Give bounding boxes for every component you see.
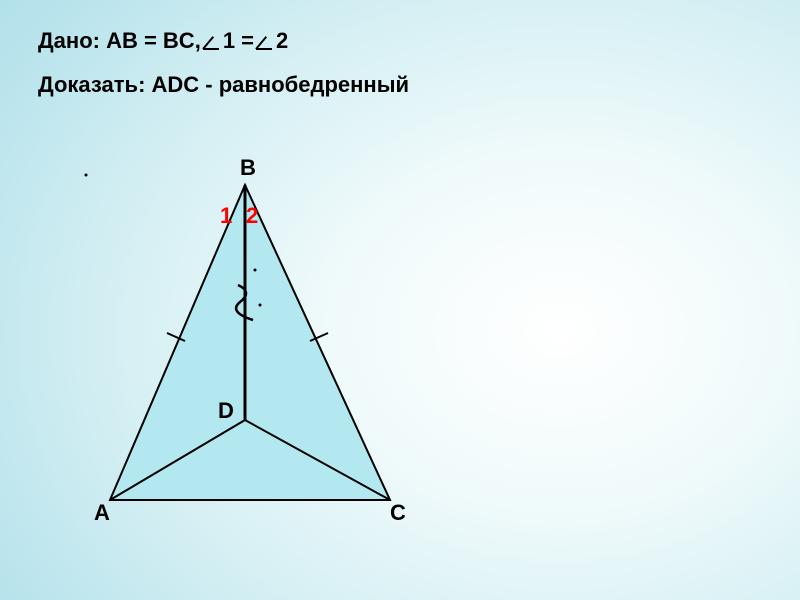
given-text-prefix: Дано: AB = BC, <box>38 28 201 54</box>
vertex-b-label: В <box>240 155 256 181</box>
vertex-d-label: D <box>218 398 234 424</box>
dot <box>254 269 257 272</box>
angle-icon <box>256 32 274 50</box>
angle-2-label: 2 <box>246 203 258 229</box>
triangle-svg <box>60 130 540 580</box>
triangle-abc <box>110 185 390 500</box>
given-text-suffix: 2 <box>276 28 288 54</box>
given-statement: Дано: AB = BC, 1 = 2 <box>38 28 288 54</box>
given-text-mid: 1 = <box>223 28 254 54</box>
dot <box>85 174 88 177</box>
prove-statement: Доказать: ADC - равнобедренный <box>38 72 409 98</box>
angle-icon <box>203 32 221 50</box>
dot <box>259 304 262 307</box>
geometry-diagram: А В С D 1 2 <box>60 130 540 580</box>
angle-1-label: 1 <box>220 203 232 229</box>
vertex-c-label: С <box>390 500 406 526</box>
vertex-a-label: А <box>94 500 110 526</box>
